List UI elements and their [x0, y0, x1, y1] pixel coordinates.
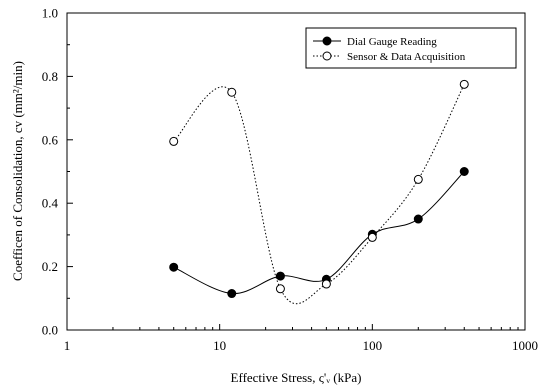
- x-tick-label: 1000: [512, 338, 538, 353]
- legend: Dial Gauge Reading Sensor & Data Acquisi…: [305, 27, 517, 69]
- x-tick-label: 10: [213, 338, 226, 353]
- data-point-series-1: [275, 284, 285, 294]
- y-tick-label: 0.6: [42, 132, 59, 147]
- axis-ticks: 1 10 100 1000 0.0 0.2 0.4 0.6 0.8 1.0: [42, 6, 538, 354]
- data-point-series-1: [169, 136, 179, 146]
- y-tick-label: 1.0: [42, 6, 58, 21]
- data-point-series-1: [321, 279, 331, 289]
- y-tick-label: 0.2: [42, 259, 58, 274]
- series-lines: [173, 84, 465, 305]
- data-point-series-1: [367, 232, 377, 242]
- series-markers: [169, 79, 469, 299]
- x-tick-label: 100: [363, 338, 383, 353]
- data-point-series-0: [227, 289, 237, 299]
- legend-label-dial: Dial Gauge Reading: [347, 36, 437, 48]
- x-axis-title: Effective Stress, ς'ᵥ (kPa): [231, 370, 362, 385]
- legend-label-sensor: Sensor & Data Acquisition: [347, 51, 466, 63]
- data-point-series-1: [459, 79, 469, 89]
- y-tick-label: 0.0: [42, 323, 58, 338]
- data-point-series-1: [227, 87, 237, 97]
- legend-box: [305, 27, 517, 69]
- data-point-series-0: [169, 262, 179, 272]
- series-line-1: [173, 84, 465, 305]
- data-point-series-0: [459, 167, 469, 176]
- data-point-series-1: [413, 174, 423, 184]
- y-tick-label: 0.4: [42, 196, 59, 211]
- y-axis-title: Coefficen of Consolidation, cv (mm²/min): [10, 61, 25, 281]
- data-point-series-0: [275, 271, 285, 281]
- legend-marker-sensor: [322, 51, 332, 61]
- x-tick-label: 1: [64, 338, 71, 353]
- series-line-0: [173, 171, 465, 295]
- data-point-series-0: [413, 214, 423, 224]
- y-tick-label: 0.8: [42, 69, 58, 84]
- legend-marker-dial: [322, 36, 332, 46]
